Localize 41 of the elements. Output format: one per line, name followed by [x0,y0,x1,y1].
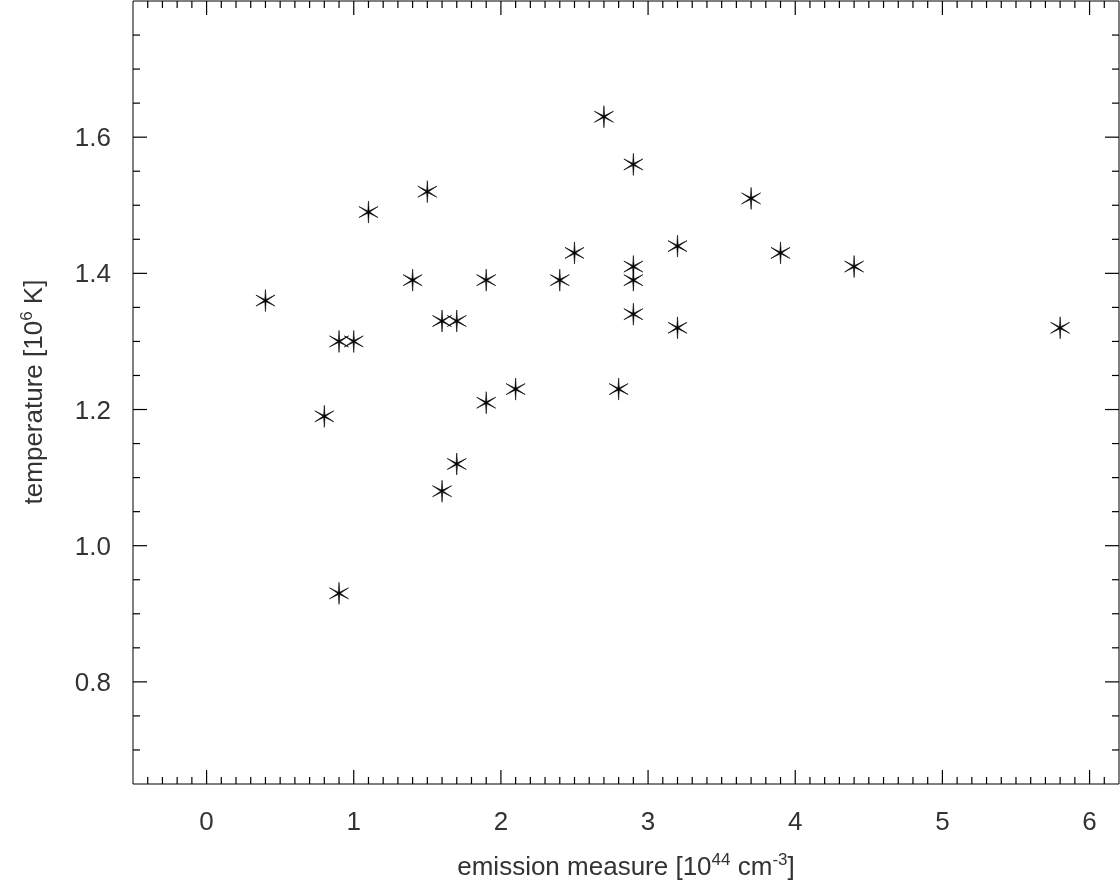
point [844,255,864,278]
point [564,241,585,265]
point [432,479,452,503]
y-tick-label: 0.8 [74,666,111,697]
point [432,309,452,333]
point [608,377,629,401]
point [594,105,614,129]
point [741,187,761,210]
y-tick-label: 1.2 [74,394,111,425]
x-tick-label: 1 [346,806,361,836]
x-tick-label: 2 [493,806,509,836]
point [623,268,644,292]
point [667,234,688,258]
y-tick-label: 1.0 [74,530,111,561]
point [343,330,364,353]
x-tick-label: 6 [1082,806,1097,836]
x-axis-title: emission measure [10$^{44}$ cm$^{-3}$] [457,849,795,881]
point [446,309,467,333]
y-tick-label: 1.4 [74,258,111,289]
point [476,391,497,415]
point [446,452,467,476]
point [329,582,349,605]
point [358,200,379,224]
point [505,377,526,401]
x-tick-label: 0 [199,806,214,836]
point [255,289,276,312]
point [314,405,335,428]
x-tick-label: 4 [788,806,803,836]
point [623,302,644,326]
point [1050,316,1070,340]
point [402,268,423,292]
point [623,153,644,176]
point [549,268,570,292]
x-tick-label: 5 [935,806,950,836]
point [417,180,438,203]
point [667,316,688,340]
x-tick-label: 3 [640,806,656,836]
point [770,241,791,265]
point [329,330,349,353]
point [476,268,497,292]
y-tick-label: 1.6 [74,122,111,153]
